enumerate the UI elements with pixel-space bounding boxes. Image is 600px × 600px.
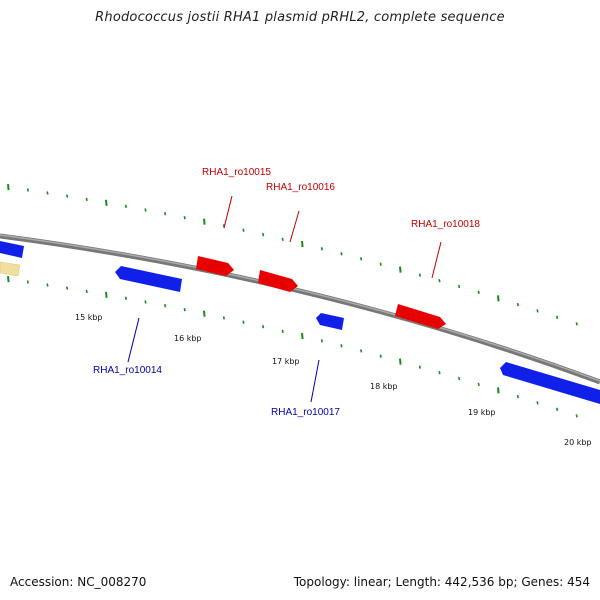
gene-RHA1_ro10016[interactable] xyxy=(258,270,298,292)
tick-mark xyxy=(477,382,480,387)
scale-label-17kbp: 17 kbp xyxy=(272,357,300,366)
scale-label-16kbp: 16 kbp xyxy=(174,334,202,343)
leader-ro10017 xyxy=(310,359,320,403)
tick-mark xyxy=(262,325,265,329)
tick-mark xyxy=(575,414,578,418)
tick-mark xyxy=(203,218,206,225)
tick-mark xyxy=(301,332,304,340)
label-ro10018: RHA1_ro10018 xyxy=(411,219,480,230)
tick-mark xyxy=(7,184,10,191)
tick-mark xyxy=(85,197,88,202)
map-title: Rhodococcus jostii RHA1 plasmid pRHL2, c… xyxy=(95,10,505,25)
map-info-text: Topology: linear; Length: 442,536 bp; Ge… xyxy=(293,575,590,589)
tick-mark xyxy=(438,279,441,283)
label-ro10016: RHA1_ro10016 xyxy=(266,182,335,193)
tick-mark xyxy=(458,284,461,289)
tick-mark xyxy=(124,296,127,300)
tick-mark xyxy=(105,199,108,206)
tick-mark xyxy=(144,300,147,304)
tick-mark xyxy=(301,240,304,248)
tick-mark xyxy=(7,276,10,283)
gene-partial-right[interactable] xyxy=(500,362,600,404)
tick-mark xyxy=(26,280,29,284)
tick-mark xyxy=(556,315,559,319)
scale-label-15kbp: 15 kbp xyxy=(75,313,103,322)
tick-mark xyxy=(477,290,480,295)
feature-segment[interactable] xyxy=(0,261,21,277)
scale-label-18kbp: 18 kbp xyxy=(370,382,398,391)
label-ro10017: RHA1_ro10017 xyxy=(271,407,340,418)
tick-mark xyxy=(203,310,206,317)
tick-mark xyxy=(320,247,323,251)
tick-mark xyxy=(46,283,49,287)
tick-mark xyxy=(281,237,284,241)
tick-mark xyxy=(124,204,127,208)
tick-mark xyxy=(379,262,382,266)
tick-mark xyxy=(281,329,284,333)
accession-text: Accession: NC_008270 xyxy=(10,575,147,589)
gene-RHA1_ro10018[interactable] xyxy=(395,304,446,329)
tick-mark xyxy=(85,289,88,294)
tick-mark xyxy=(497,387,500,394)
label-ro10015: RHA1_ro10015 xyxy=(202,167,271,178)
tick-mark xyxy=(379,354,382,358)
tick-mark xyxy=(458,376,461,381)
gene-RHA1_ro10014[interactable] xyxy=(115,266,182,292)
tick-mark xyxy=(105,291,108,298)
sequence-backbone xyxy=(0,233,600,385)
tick-mark xyxy=(340,252,343,256)
tick-mark xyxy=(497,295,500,302)
tick-mark xyxy=(164,304,167,308)
reverse-tick-marks xyxy=(7,276,578,418)
leader-ro10014 xyxy=(127,317,140,363)
tick-mark xyxy=(399,266,402,273)
tick-mark xyxy=(438,371,441,375)
tick-mark xyxy=(183,216,186,220)
tick-mark xyxy=(556,407,559,411)
leader-ro10018 xyxy=(431,241,442,279)
leader-ro10015 xyxy=(223,195,233,229)
leader-ro10016 xyxy=(289,210,300,243)
tick-mark xyxy=(26,188,29,192)
scale-label-20kbp: 20 kbp xyxy=(564,438,592,447)
label-ro10014: RHA1_ro10014 xyxy=(93,365,162,376)
scale-label-19kbp: 19 kbp xyxy=(468,408,496,417)
gene-RHA1_ro10015[interactable] xyxy=(196,256,234,276)
tick-mark xyxy=(164,212,167,216)
tick-mark xyxy=(360,257,363,261)
tick-mark xyxy=(242,228,245,232)
tick-mark xyxy=(66,194,69,198)
tick-mark xyxy=(418,273,421,277)
tick-mark xyxy=(536,401,539,405)
tick-mark xyxy=(242,320,245,324)
gene-RHA1_ro10017[interactable] xyxy=(316,313,344,330)
tick-mark xyxy=(66,286,69,290)
tick-mark xyxy=(222,316,225,320)
tick-mark xyxy=(516,302,519,307)
gene-partial-left[interactable] xyxy=(0,241,24,258)
tick-mark xyxy=(320,339,323,343)
tick-mark xyxy=(360,349,363,353)
tick-mark xyxy=(144,208,147,212)
forward-tick-marks xyxy=(7,184,578,326)
tick-mark xyxy=(340,344,343,348)
tick-mark xyxy=(399,358,402,365)
tick-mark xyxy=(516,394,519,399)
tick-mark xyxy=(183,308,186,312)
tick-mark xyxy=(536,309,539,313)
tick-mark xyxy=(262,233,265,237)
tick-mark xyxy=(418,365,421,369)
tick-mark xyxy=(575,322,578,326)
tick-mark xyxy=(46,191,49,195)
